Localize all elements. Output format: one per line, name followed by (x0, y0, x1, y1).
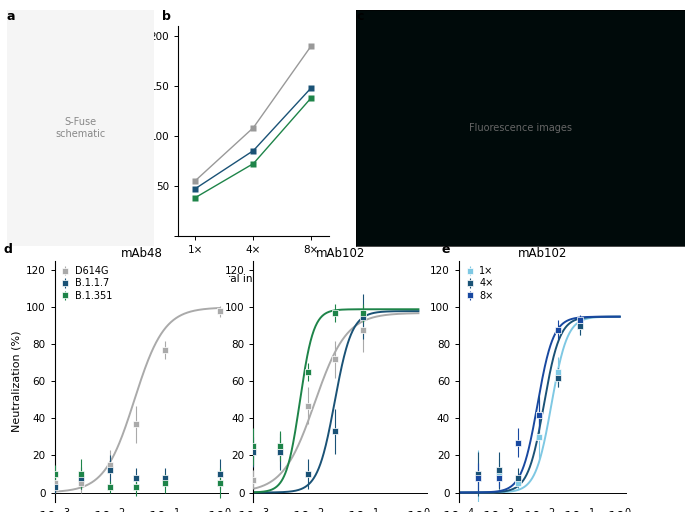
Title: mAb48: mAb48 (121, 247, 163, 260)
Text: c: c (356, 10, 364, 23)
Text: e: e (442, 243, 450, 256)
Text: b: b (162, 10, 171, 23)
Legend: D614G, B.1.1.7, B.1.351: D614G, B.1.1.7, B.1.351 (60, 266, 112, 301)
Y-axis label: Neutralization (%): Neutralization (%) (12, 331, 22, 432)
Title: mAb102: mAb102 (316, 247, 366, 260)
Text: Fluorescence images: Fluorescence images (469, 123, 572, 133)
Legend: 1×, 4×, 8×: 1×, 4×, 8× (464, 266, 494, 301)
Y-axis label: No. of syncytia: No. of syncytia (135, 89, 145, 172)
Text: S-Fuse
schematic: S-Fuse schematic (55, 117, 105, 139)
Text: a: a (7, 10, 15, 23)
Title: mAb102: mAb102 (518, 247, 568, 260)
Text: d: d (3, 243, 12, 256)
Text: Viral inoculum: Viral inoculum (216, 273, 291, 284)
